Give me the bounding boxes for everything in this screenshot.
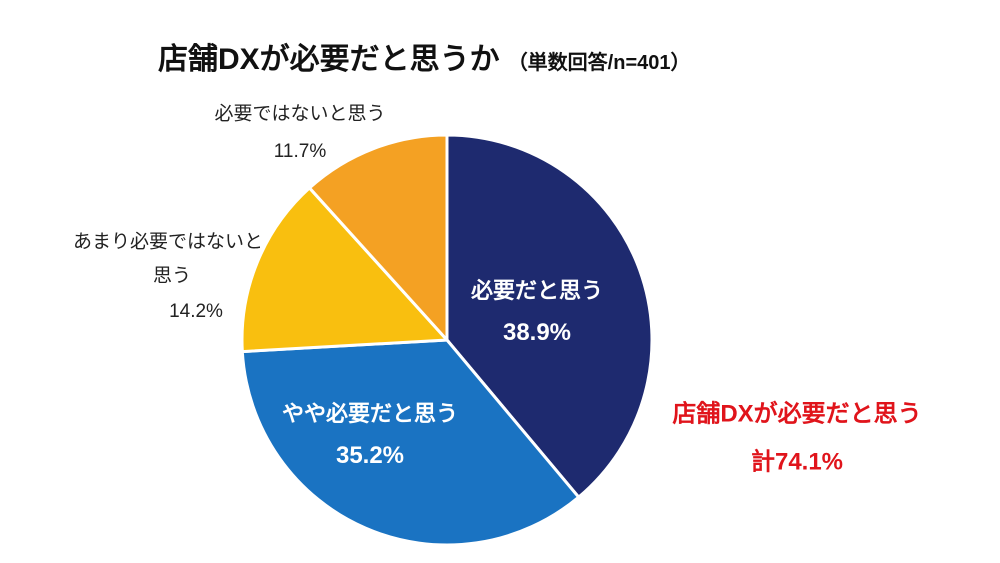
pie-slice-2 [240,185,451,354]
slice-label-not-very-necessary-line1: あまり必要ではないと [72,231,264,253]
pie-slice-3 [307,133,449,344]
slice-label-not-necessary: 必要ではないと思う [214,103,386,125]
slice-value-somewhat-necessary: 35.2% [335,442,405,469]
chart-title: 店舗DXが必要だと思うか （単数回答/n=401） [158,34,691,78]
title-text: 店舗DXが必要だと思うか [158,43,500,76]
total-annotation-line2: 計74.1% [750,448,844,476]
pie-slice-0 [445,133,654,500]
slice-value-not-necessary: 11.7% [273,141,327,162]
slice-label-somewhat-necessary: やや必要だと思う [281,401,459,426]
slice-value-not-very-necessary: 14.2% [169,301,223,322]
pie-slice-1 [240,338,581,547]
slice-label-not-very-necessary-line2: 思う [152,265,192,287]
slice-label-necessary: 必要だと思う [470,278,604,303]
total-annotation-line1: 店舗DXが必要だと思う [672,400,922,428]
chart-subtitle: （単数回答/n=401） [507,52,691,74]
slice-value-necessary: 38.9% [502,319,572,346]
